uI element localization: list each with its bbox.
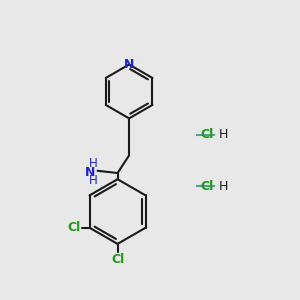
Text: H: H bbox=[89, 174, 98, 187]
Text: Cl: Cl bbox=[200, 128, 213, 141]
Text: Cl: Cl bbox=[68, 221, 81, 234]
Text: H: H bbox=[89, 157, 98, 169]
Text: N: N bbox=[124, 58, 134, 71]
Text: H: H bbox=[218, 180, 228, 193]
Text: N: N bbox=[85, 166, 95, 179]
Text: Cl: Cl bbox=[111, 253, 124, 266]
Text: H: H bbox=[218, 128, 228, 141]
Text: Cl: Cl bbox=[200, 180, 213, 193]
